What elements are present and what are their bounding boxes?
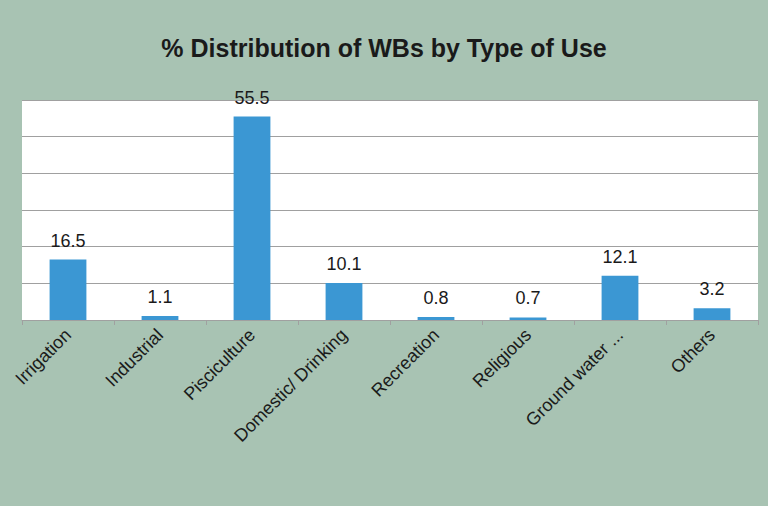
svg-text:Industrial: Industrial	[101, 325, 167, 391]
svg-text:1.1: 1.1	[147, 287, 172, 307]
svg-text:12.1: 12.1	[602, 247, 637, 267]
svg-text:3.2: 3.2	[699, 279, 724, 299]
svg-text:Others: Others	[667, 325, 719, 377]
svg-text:55.5: 55.5	[234, 88, 269, 108]
svg-text:0.7: 0.7	[515, 288, 540, 308]
svg-text:0.8: 0.8	[423, 288, 448, 308]
svg-text:Domestic/ Drinking: Domestic/ Drinking	[230, 325, 351, 446]
svg-text:Religious: Religious	[469, 325, 535, 391]
svg-text:% Distribution of WBs by Type: % Distribution of WBs by Type of Use	[161, 34, 606, 62]
svg-text:Irrigation: Irrigation	[11, 325, 75, 389]
svg-text:Ground water ...: Ground water ...	[522, 325, 627, 430]
svg-text:Pisciculture: Pisciculture	[180, 325, 259, 404]
svg-text:16.5: 16.5	[50, 231, 85, 251]
svg-text:Recreation: Recreation	[367, 325, 443, 401]
svg-text:10.1: 10.1	[326, 254, 361, 274]
